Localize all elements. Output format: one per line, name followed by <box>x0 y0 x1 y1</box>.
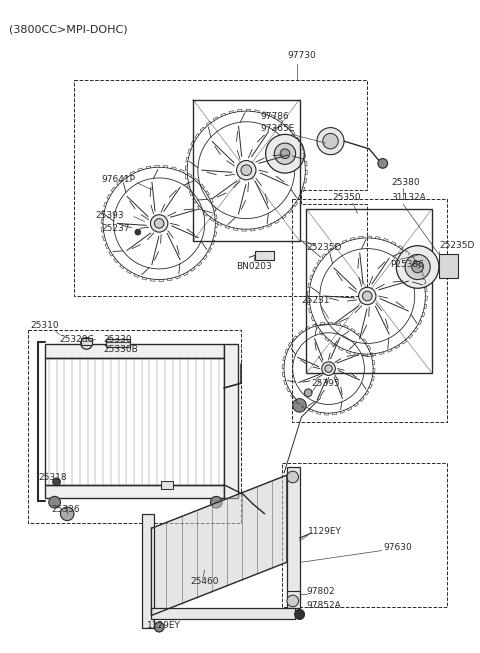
Circle shape <box>304 389 312 396</box>
Circle shape <box>295 610 304 619</box>
Text: BN0203: BN0203 <box>237 261 272 270</box>
Circle shape <box>237 161 256 180</box>
Bar <box>255 251 275 260</box>
Bar <box>45 358 224 485</box>
Text: P25386: P25386 <box>391 260 424 268</box>
Text: 25395: 25395 <box>311 379 340 388</box>
Text: 25380: 25380 <box>392 178 420 187</box>
Bar <box>151 608 295 619</box>
Text: 1129EY: 1129EY <box>146 620 180 629</box>
Bar <box>45 344 224 358</box>
Text: 25237: 25237 <box>101 224 130 232</box>
Text: 25330: 25330 <box>103 335 132 344</box>
Text: 25318: 25318 <box>38 473 67 483</box>
Text: 97630: 97630 <box>384 543 412 552</box>
Circle shape <box>241 165 252 176</box>
Circle shape <box>317 127 344 155</box>
Circle shape <box>280 149 290 159</box>
Text: 97641P: 97641P <box>101 176 135 184</box>
Text: 25393: 25393 <box>95 211 124 220</box>
Circle shape <box>49 496 60 508</box>
Circle shape <box>60 507 74 520</box>
Bar <box>282 464 446 607</box>
Circle shape <box>362 291 372 301</box>
Text: 25235D: 25235D <box>439 241 474 250</box>
Circle shape <box>359 287 376 305</box>
Bar <box>28 330 241 524</box>
Circle shape <box>135 229 141 235</box>
Circle shape <box>81 338 92 349</box>
Bar <box>161 481 173 488</box>
Circle shape <box>210 496 222 508</box>
Circle shape <box>412 261 423 273</box>
Text: 25235D: 25235D <box>306 243 342 252</box>
Circle shape <box>53 478 60 486</box>
Bar <box>224 344 238 498</box>
Circle shape <box>287 471 299 483</box>
Text: (3800CC>MPI-DOHC): (3800CC>MPI-DOHC) <box>9 24 128 34</box>
Circle shape <box>396 246 439 288</box>
Text: 25328C: 25328C <box>60 335 94 344</box>
Text: 97852A: 97852A <box>306 601 341 611</box>
Text: 25336: 25336 <box>52 505 80 515</box>
Text: 25310: 25310 <box>30 321 59 330</box>
Circle shape <box>293 398 306 412</box>
Circle shape <box>295 610 304 619</box>
Text: 25330B: 25330B <box>103 345 138 354</box>
Text: 1129EY: 1129EY <box>308 527 342 535</box>
Circle shape <box>275 143 296 165</box>
Circle shape <box>265 135 304 173</box>
Circle shape <box>287 595 299 607</box>
Polygon shape <box>151 475 287 615</box>
Circle shape <box>155 622 164 632</box>
Circle shape <box>323 133 338 149</box>
Circle shape <box>155 219 164 228</box>
Bar <box>439 255 458 278</box>
Text: 25231: 25231 <box>301 296 330 306</box>
Text: 97786: 97786 <box>261 112 289 121</box>
Circle shape <box>150 215 168 232</box>
Text: 97730: 97730 <box>287 52 316 61</box>
Circle shape <box>322 362 336 375</box>
Text: 97365E: 97365E <box>261 124 295 133</box>
Circle shape <box>378 159 387 168</box>
Bar <box>81 338 92 345</box>
Bar <box>306 209 432 374</box>
Circle shape <box>325 365 332 372</box>
Bar <box>106 339 130 347</box>
Text: 97802: 97802 <box>306 587 335 596</box>
Bar <box>142 514 155 628</box>
Circle shape <box>405 255 430 279</box>
Text: 25350: 25350 <box>333 193 361 202</box>
Text: 31132A: 31132A <box>392 193 426 202</box>
Bar <box>287 468 300 608</box>
Text: 25460: 25460 <box>190 577 218 586</box>
Bar <box>45 485 224 498</box>
Circle shape <box>155 622 164 632</box>
